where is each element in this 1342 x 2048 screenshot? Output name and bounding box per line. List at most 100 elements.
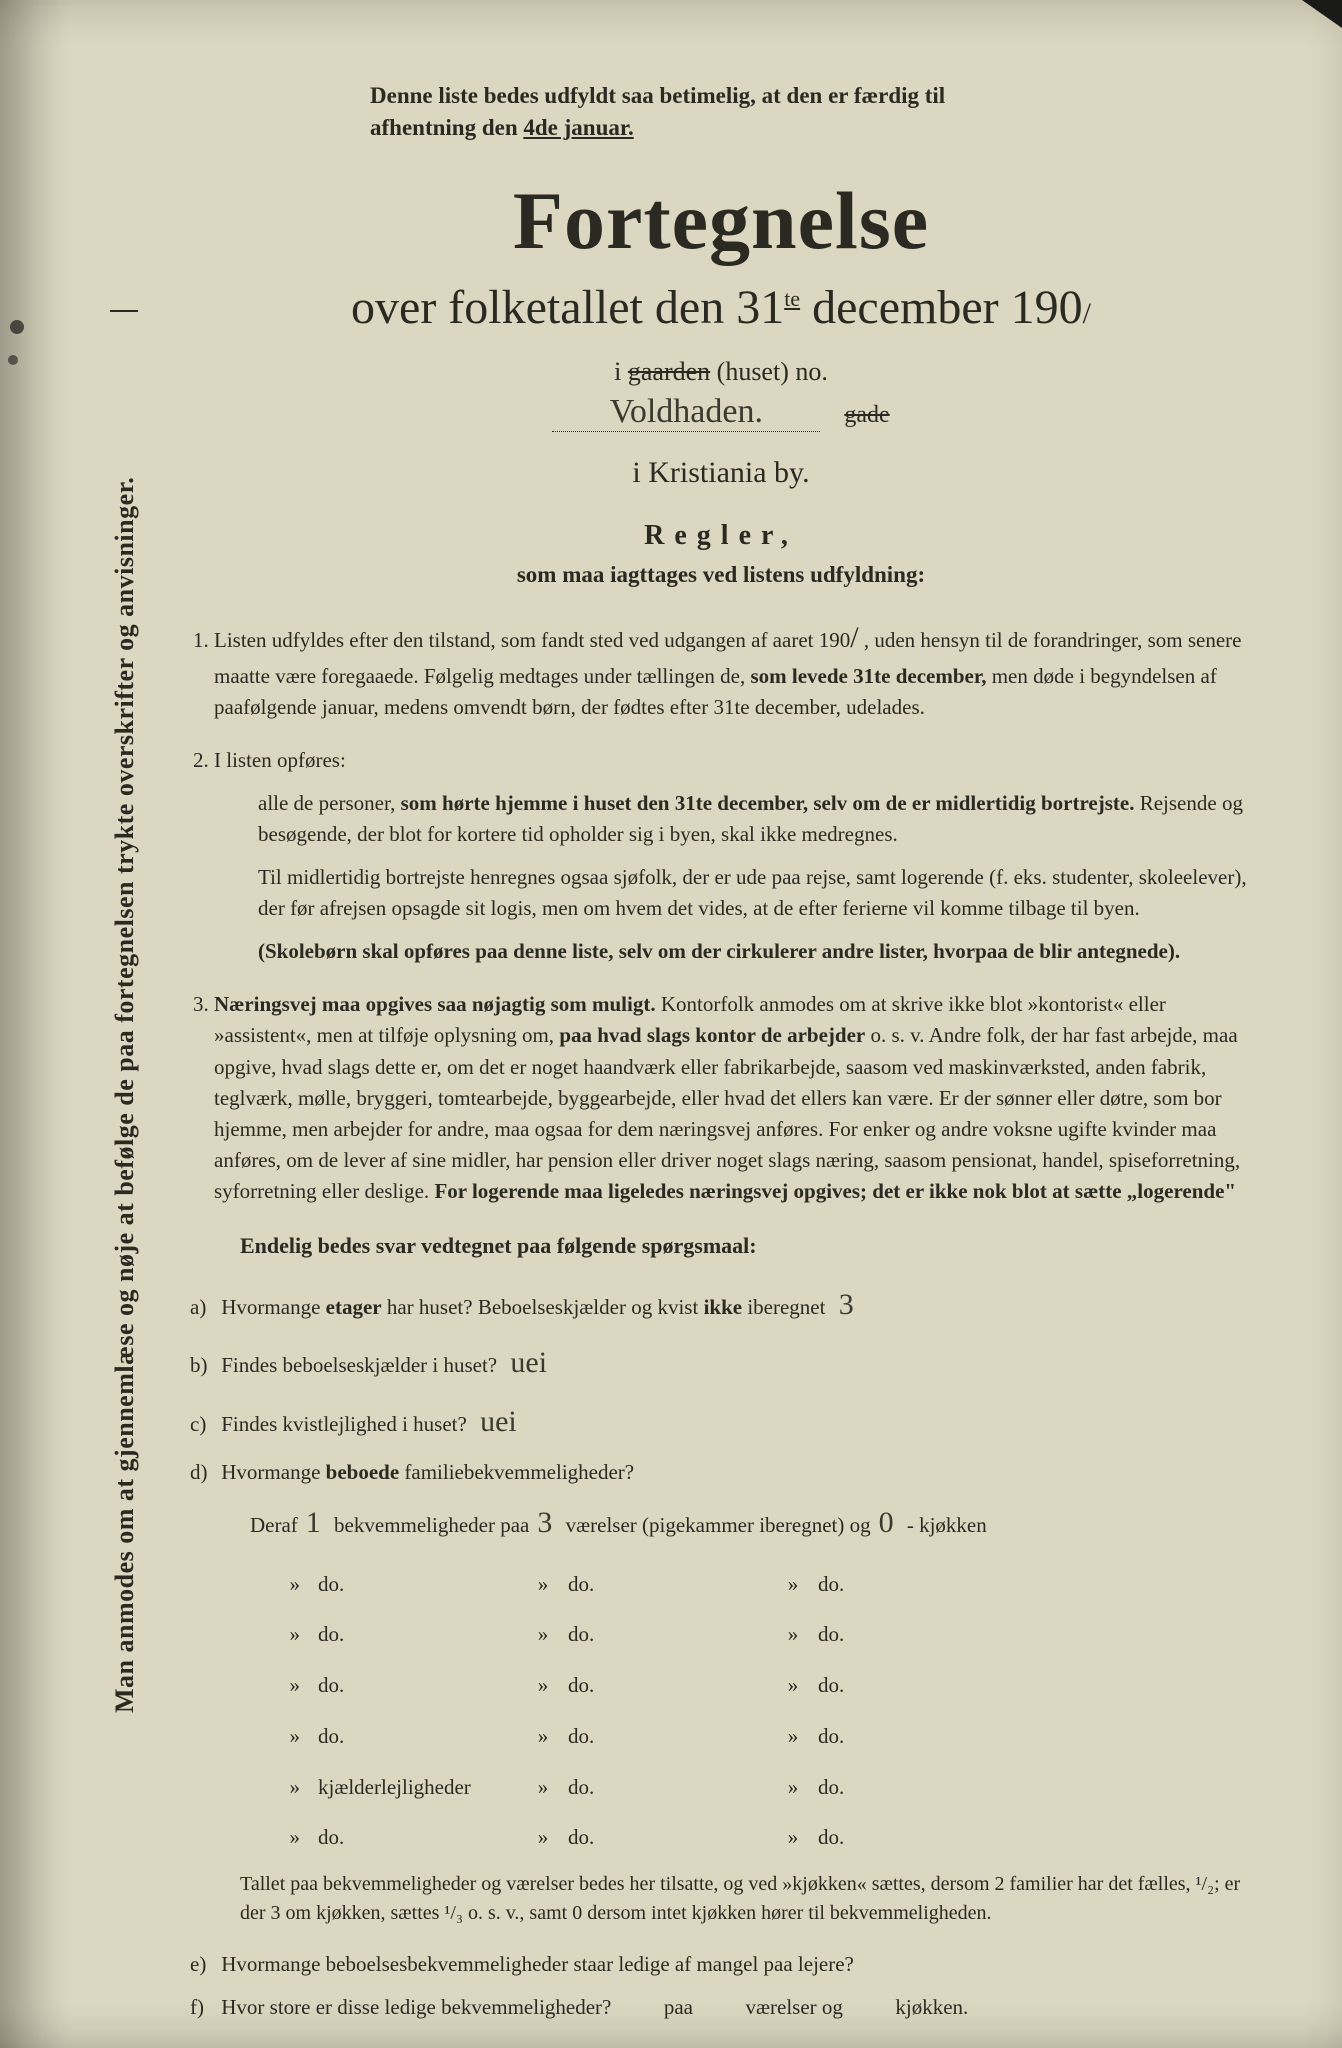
subtitle: over folketallet den 31te december 190/	[190, 280, 1252, 335]
bekv-cell: do.	[818, 1819, 938, 1856]
small-note: Tallet paa bekvemmeligheder og værelser …	[240, 1870, 1252, 1928]
bekv-row: »kjælderlejligheder»do.»do.	[250, 1769, 1252, 1806]
main-content: Denne liste bedes udfyldt saa betimelig,…	[190, 80, 1252, 2026]
qd-t2: familiebekvemmeligheder?	[399, 1460, 634, 1484]
gaarden-strike: gaarden	[628, 357, 710, 386]
qd-t1: Hvormange	[221, 1460, 325, 1484]
rule1-bold: som levede 31te december,	[750, 664, 986, 688]
question-e: e) Hvormange beboelsesbekvemmeligheder s…	[190, 1946, 1252, 1983]
bekv-cell: »	[250, 1667, 318, 1704]
bekv-cell: »	[518, 1718, 568, 1755]
top-note: Denne liste bedes udfyldt saa betimelig,…	[370, 80, 1252, 144]
question-c: c) Findes kvistlejlighed i huset? uei	[190, 1396, 1252, 1449]
bekv-cell: »	[768, 1616, 818, 1653]
deraf-a: Deraf	[250, 1513, 298, 1537]
rule2-para1: alle de personer, som hørte hjemme i hus…	[258, 788, 1252, 850]
deraf-line: Deraf1 bekvemmeligheder paa3 værelser (p…	[250, 1497, 1252, 1550]
qa-t1: Hvormange	[221, 1295, 325, 1319]
corner-fold	[1302, 0, 1342, 28]
bekv-row: »do.»do.»do.	[250, 1718, 1252, 1755]
deraf-d: - kjøkken	[902, 1513, 987, 1537]
qa-t2: har huset? Beboelseskjælder og kvist	[382, 1295, 704, 1319]
page-title: Fortegnelse	[190, 174, 1252, 268]
qb-text: Findes beboelseskjælder i huset?	[221, 1353, 497, 1377]
regler-subheading: som maa iagttages ved listens udfyldning…	[190, 562, 1252, 588]
top-note-line1: Denne liste bedes udfyldt saa betimelig,…	[370, 83, 945, 108]
bekv-row: »do.»do.»do.	[250, 1667, 1252, 1704]
rule3-bold1: Næringsvej maa opgives saa nøjagtig som …	[214, 992, 656, 1016]
ink-blot	[8, 355, 18, 365]
address-line: Voldhaden. gade	[190, 393, 1252, 432]
bekv-cell: »	[768, 1667, 818, 1704]
regler-heading: Regler,	[190, 520, 1252, 552]
rule-2: I listen opføres: alle de personer, som …	[214, 745, 1252, 967]
bekv-cell: »	[250, 1819, 318, 1856]
qa-bold: etager	[326, 1295, 382, 1319]
bekv-cell: do.	[568, 1616, 768, 1653]
top-note-date: 4de januar.	[523, 115, 633, 140]
gaarden-a: i	[614, 357, 628, 386]
deraf-b: bekvemmeligheder paa	[329, 1513, 530, 1537]
question-a: a) Hvormange etager har huset? Beboelses…	[190, 1279, 1252, 1332]
vertical-instruction: Man anmodes om at gjennemlæse og nøje at…	[110, 310, 138, 1878]
qd-label: d)	[190, 1454, 216, 1491]
top-note-line2a: afhentning den	[370, 115, 523, 140]
bekv-cell: »	[250, 1616, 318, 1653]
qc-label: c)	[190, 1406, 216, 1443]
qe-label: e)	[190, 1946, 216, 1983]
bekv-cell: »	[768, 1769, 818, 1806]
rule-3: Næringsvej maa opgives saa nøjagtig som …	[214, 989, 1252, 1207]
rules-list: Listen udfyldes efter den tilstand, som …	[190, 616, 1252, 1207]
rule2-para2: Til midlertidig bortrejste henregnes ogs…	[258, 862, 1252, 924]
ink-blot	[10, 320, 24, 334]
bekv-cell: do.	[318, 1566, 518, 1603]
bekv-cell: »	[518, 1769, 568, 1806]
document-page: Man anmodes om at gjennemlæse og nøje at…	[0, 0, 1342, 2048]
city-line: i Kristiania by.	[190, 456, 1252, 490]
qa-t3: iberegnet	[742, 1295, 825, 1319]
rule3-b: o. s. v. Andre folk, der har fast arbejd…	[214, 1023, 1240, 1202]
question-b: b) Findes beboelseskjælder i huset? uei	[190, 1337, 1252, 1390]
bekv-cell: »	[768, 1819, 818, 1856]
bekv-cell: do.	[568, 1667, 768, 1704]
bekv-cell: do.	[818, 1718, 938, 1755]
qf-text: Hvor store er disse ledige bekvemmelighe…	[221, 1995, 968, 2019]
bekv-cell: »	[518, 1566, 568, 1603]
qe-text: Hvormange beboelsesbekvemmeligheder staa…	[221, 1952, 854, 1976]
rule1-a: Listen udfyldes efter den tilstand, som …	[214, 628, 850, 652]
qa-answer: 3	[831, 1288, 862, 1321]
bekv-cell: »	[250, 1769, 318, 1806]
subtitle-hand-year: /	[1083, 297, 1091, 330]
bekv-cell: do.	[818, 1616, 938, 1653]
subtitle-a: over folketallet den 31	[351, 281, 784, 334]
qb-answer: uei	[502, 1346, 555, 1379]
bekv-row: »do.»do.»do.	[250, 1616, 1252, 1653]
rule1-hand: /	[850, 621, 858, 654]
bekv-cell: do.	[318, 1616, 518, 1653]
qf-label: f)	[190, 1989, 216, 2026]
subtitle-sup: te	[784, 286, 800, 311]
bekv-table: »do.»do.»do.»do.»do.»do.»do.»do.»do.»do.…	[250, 1566, 1252, 1857]
bekv-cell: do.	[818, 1769, 938, 1806]
rule2-b1: alle de personer,	[258, 791, 401, 815]
rule2-a: I listen opføres:	[214, 748, 346, 772]
handwritten-address: Voldhaden.	[610, 393, 763, 430]
bekv-cell: do.	[318, 1819, 518, 1856]
gaarden-b: (huset) no.	[710, 357, 828, 386]
bekv-cell: do.	[568, 1718, 768, 1755]
rule2-bold2: (Skolebørn skal opføres paa denne liste,…	[258, 936, 1252, 967]
bekv-cell: do.	[568, 1566, 768, 1603]
deraf-c: værelser (pigekammer iberegnet) og	[560, 1513, 870, 1537]
bekv-cell: »	[518, 1616, 568, 1653]
rule-1: Listen udfyldes efter den tilstand, som …	[214, 616, 1252, 723]
bekv-row: »do.»do.»do.	[250, 1566, 1252, 1603]
qc-text: Findes kvistlejlighed i huset?	[221, 1412, 467, 1436]
bekv-row: »do.»do.»do.	[250, 1819, 1252, 1856]
gaarden-line: i gaarden (huset) no.	[190, 357, 1252, 387]
questions: a) Hvormange etager har huset? Beboelses…	[190, 1279, 1252, 2026]
qa-label: a)	[190, 1289, 216, 1326]
bekv-cell: do.	[568, 1769, 768, 1806]
rule3-bold3: For logerende maa ligeledes næringsvej o…	[434, 1179, 1236, 1203]
qa-bold2: ikke	[704, 1295, 743, 1319]
qc-answer: uei	[472, 1405, 525, 1438]
